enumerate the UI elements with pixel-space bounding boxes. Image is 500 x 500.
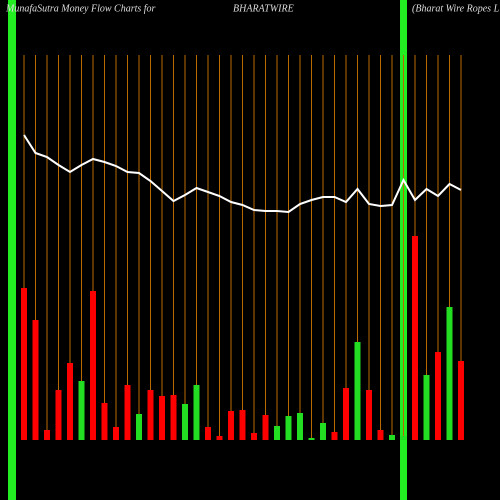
money-flow-line [23,134,462,214]
bar [21,288,27,440]
bar [435,352,441,440]
bar [308,438,315,440]
bar [423,375,430,440]
bar [124,385,131,440]
bar [343,388,349,440]
bar [458,361,464,440]
bar [216,436,223,440]
bar [182,404,188,440]
bar [239,410,246,440]
bar [297,413,303,440]
bar [159,396,165,440]
bar [44,430,50,440]
bar [320,423,326,440]
chart-subtitle: (Bharat Wire Ropes L [412,3,500,14]
bar [274,426,280,440]
bar [446,307,453,440]
bar [228,411,234,440]
bar [285,416,292,440]
bar [147,390,154,440]
bar [32,320,39,440]
bar [78,381,85,440]
bar [55,390,62,440]
bar [251,433,257,440]
bar [170,395,177,440]
bar [136,414,142,440]
chart-symbol: BHARATWIRE [233,3,294,14]
bar [331,432,338,440]
bar [377,430,384,440]
bar [67,363,73,440]
bar [90,291,96,440]
bar [205,427,211,440]
bar [400,436,407,440]
bar [412,236,418,440]
bar [193,385,200,440]
bar [354,342,361,440]
bar [389,435,395,440]
chart-title: MunafaSutra Money Flow Charts for [5,3,156,14]
bar [101,403,108,440]
bar [262,415,269,440]
bar [113,427,119,440]
highlight-band [8,0,16,500]
bar [366,390,372,440]
